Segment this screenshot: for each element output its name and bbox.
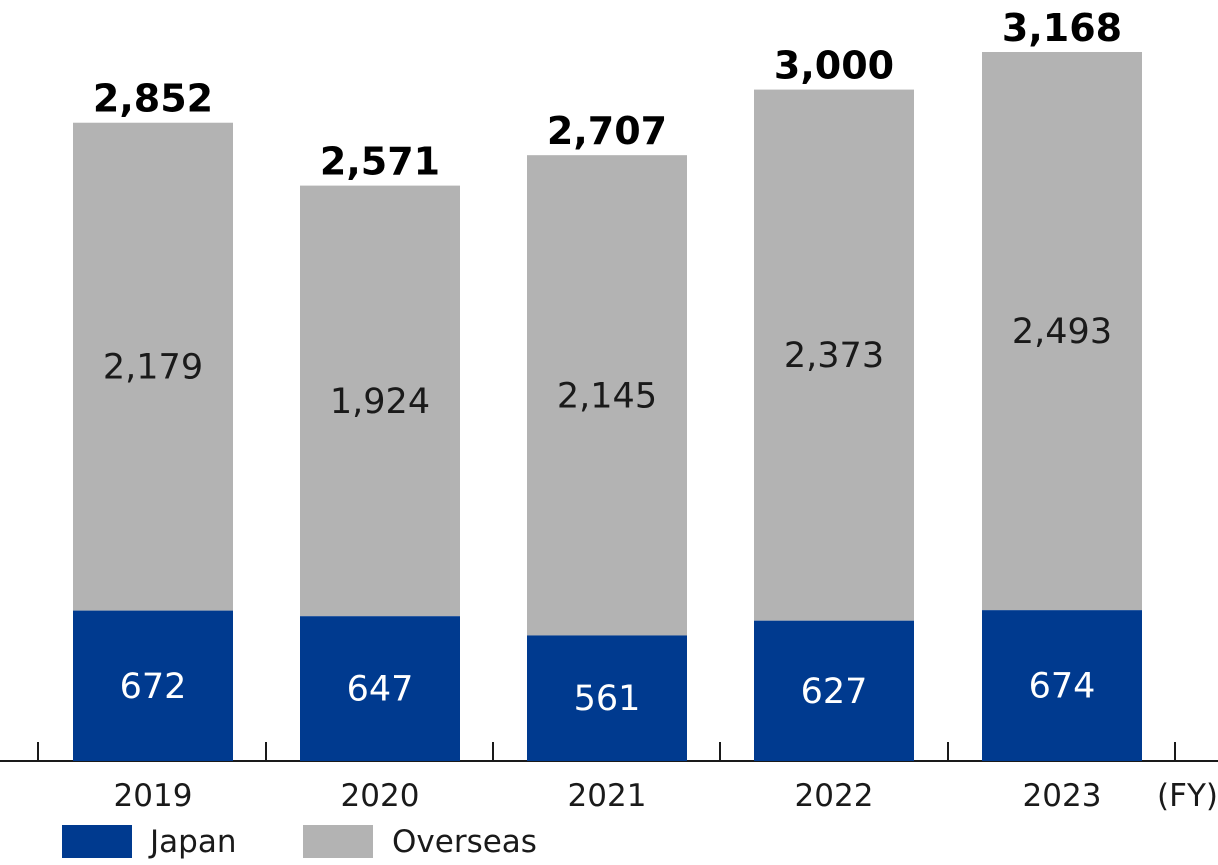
- x-axis-label: (FY): [1157, 778, 1218, 814]
- bar-label-japan-2021: 561: [574, 679, 641, 719]
- bar-label-overseas-2022: 2,373: [784, 336, 884, 376]
- bar-label-japan-2023: 674: [1029, 667, 1096, 707]
- bar-label-japan-2019: 672: [120, 667, 187, 707]
- legend-swatch-overseas: [303, 825, 373, 858]
- bar-total-label-2019: 2,852: [93, 77, 213, 121]
- legend-label-overseas: Overseas: [392, 824, 537, 860]
- bar-total-label-2023: 3,168: [1002, 6, 1122, 50]
- bar-japan-2020: [300, 616, 460, 761]
- bar-overseas-2021: [527, 155, 687, 636]
- bar-label-overseas-2020: 1,924: [330, 382, 430, 422]
- bar-japan-2023: [982, 610, 1142, 761]
- bar-total-label-2021: 2,707: [547, 109, 667, 153]
- bar-label-japan-2020: 647: [347, 670, 414, 710]
- x-tick-label-2021: 2021: [568, 778, 647, 814]
- bar-label-japan-2022: 627: [801, 672, 868, 712]
- x-tick-label-2019: 2019: [114, 778, 193, 814]
- bar-japan-2021: [527, 635, 687, 761]
- x-tick-label-2023: 2023: [1023, 778, 1102, 814]
- bar-label-overseas-2021: 2,145: [557, 376, 657, 416]
- legend-label-japan: Japan: [148, 824, 236, 860]
- bar-overseas-2019: [73, 122, 233, 611]
- bar-japan-2022: [754, 620, 914, 761]
- bar-overseas-2022: [754, 89, 914, 621]
- bar-label-overseas-2019: 2,179: [103, 348, 203, 388]
- bar-japan-2019: [73, 610, 233, 761]
- bar-total-label-2022: 3,000: [774, 44, 894, 88]
- bar-label-overseas-2023: 2,493: [1012, 312, 1112, 352]
- x-tick-label-2022: 2022: [795, 778, 874, 814]
- bar-overseas-2023: [982, 52, 1142, 611]
- x-tick-label-2020: 2020: [341, 778, 420, 814]
- legend-swatch-japan: [62, 825, 132, 858]
- bar-overseas-2020: [300, 185, 460, 617]
- bar-total-label-2020: 2,571: [320, 140, 440, 184]
